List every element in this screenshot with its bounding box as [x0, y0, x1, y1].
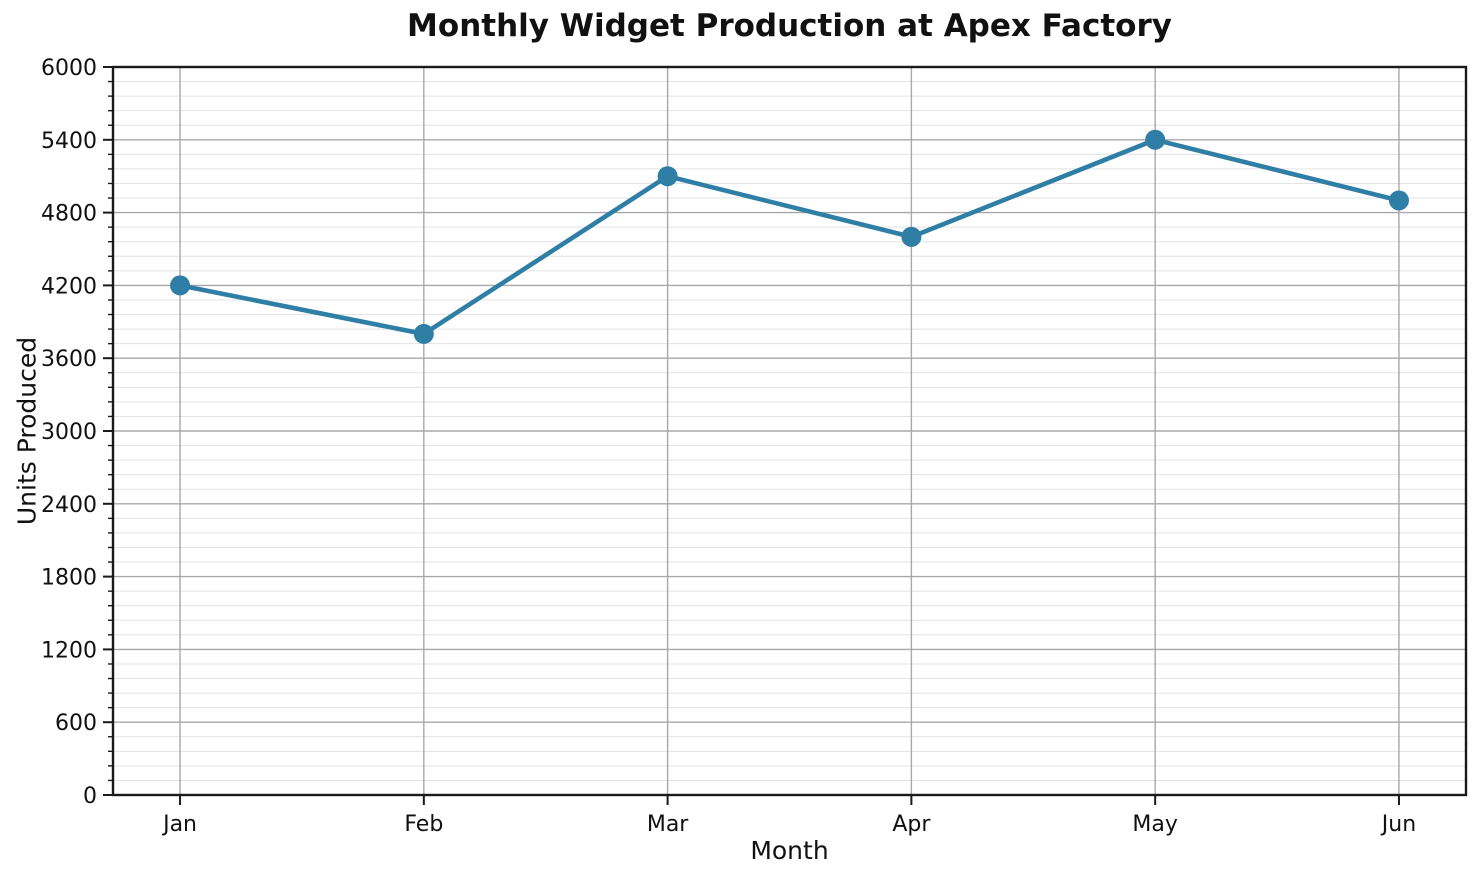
x-tick-label: Feb: [404, 812, 443, 837]
y-tick-label: 4200: [41, 274, 97, 299]
y-tick-label: 3600: [41, 347, 97, 372]
data-point-marker: [170, 275, 191, 296]
y-axis-label: Units Produced: [12, 336, 42, 526]
x-tick-label: May: [1132, 812, 1177, 837]
x-tick-label: Mar: [647, 812, 689, 837]
y-tick-label: 5400: [41, 129, 97, 154]
x-tick-label: Jan: [161, 812, 197, 837]
chart-title: Monthly Widget Production at Apex Factor…: [407, 8, 1172, 44]
data-point-marker: [1388, 190, 1409, 211]
x-tick-label: Apr: [892, 812, 931, 837]
y-tick-label: 600: [55, 711, 97, 736]
y-tick-label: 2400: [41, 493, 97, 518]
y-tick-label: 0: [83, 784, 97, 809]
y-tick-label: 4800: [41, 202, 97, 227]
x-axis-label: Month: [750, 836, 829, 865]
x-tick-label: Jun: [1380, 812, 1416, 837]
y-tick-label: 3000: [41, 420, 97, 445]
plot-border: [111, 65, 1468, 797]
data-point-marker: [657, 166, 678, 187]
data-line: [177, 137, 1402, 337]
data-point-marker: [1145, 129, 1166, 150]
y-tick-label: 6000: [41, 56, 97, 81]
data-point-marker: [901, 226, 922, 247]
y-tick-label: 1800: [41, 566, 97, 591]
data-point-marker: [413, 323, 434, 344]
y-tick-label: 1200: [41, 638, 97, 663]
